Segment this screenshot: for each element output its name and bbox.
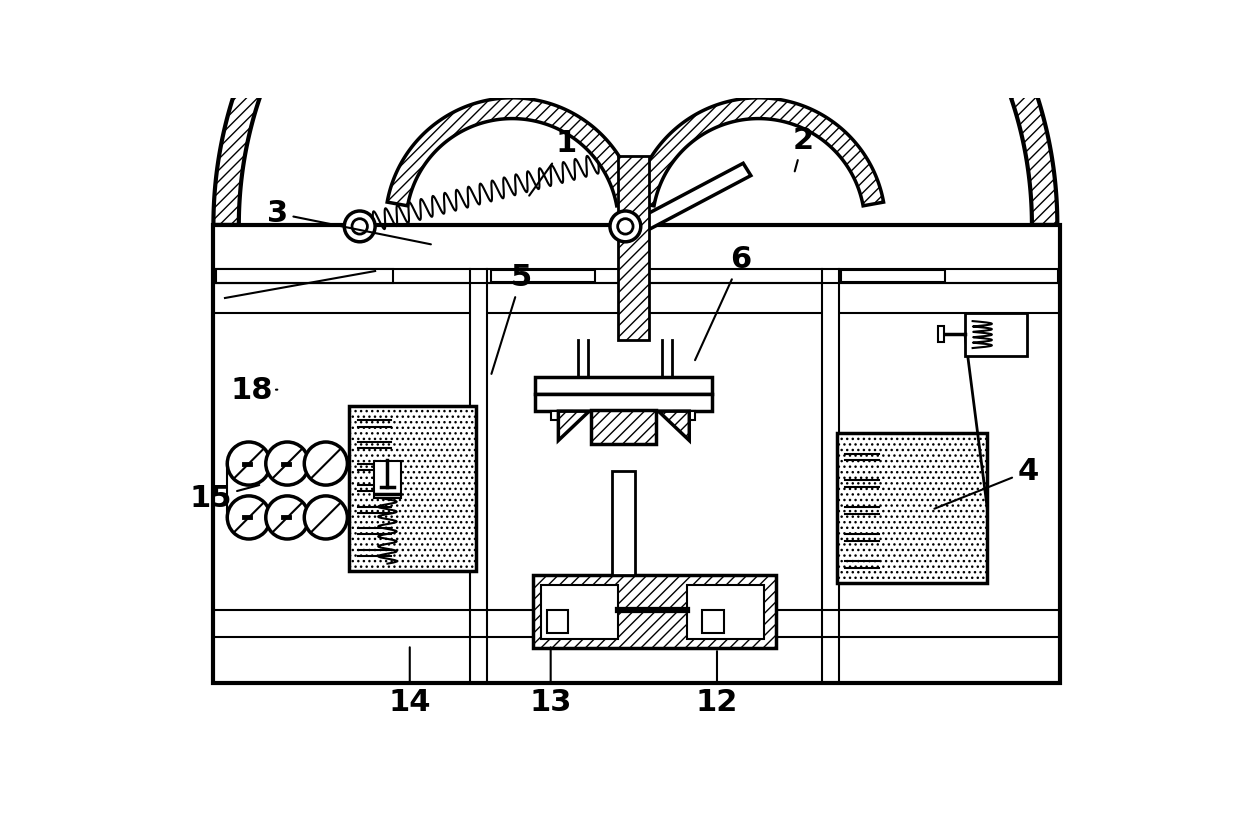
Circle shape [227, 442, 270, 485]
Text: 4: 4 [934, 456, 1038, 509]
Bar [533, 575, 776, 649]
Bar [491, 270, 595, 282]
Circle shape [305, 496, 347, 539]
Bar [546, 610, 569, 633]
Bar [216, 269, 1058, 283]
Text: 3: 3 [266, 199, 431, 244]
Bar [535, 377, 712, 394]
Bar [213, 225, 1061, 683]
Polygon shape [658, 412, 689, 440]
Circle shape [227, 496, 270, 539]
Bar [550, 412, 572, 421]
Text: 12: 12 [696, 651, 738, 716]
Text: 5: 5 [492, 262, 532, 374]
Circle shape [344, 211, 375, 242]
Bar [674, 412, 695, 421]
Circle shape [305, 442, 347, 485]
Polygon shape [633, 98, 883, 206]
Text: 6: 6 [695, 245, 752, 360]
Bar [612, 471, 636, 575]
Bar [216, 269, 393, 283]
Text: 2: 2 [793, 126, 814, 171]
Text: 18: 18 [230, 376, 278, 405]
Bar [618, 156, 649, 341]
Bar [591, 410, 657, 444]
Text: 13: 13 [529, 647, 572, 716]
Bar [540, 585, 618, 639]
Bar [535, 394, 712, 412]
Bar [965, 314, 1027, 356]
Text: 1: 1 [529, 130, 576, 196]
Circle shape [352, 218, 368, 234]
Circle shape [266, 496, 309, 539]
Bar [838, 433, 987, 583]
Bar [686, 585, 764, 639]
Polygon shape [387, 98, 637, 206]
Polygon shape [623, 163, 751, 239]
Bar [349, 406, 476, 571]
Circle shape [618, 218, 633, 234]
Circle shape [610, 211, 641, 242]
Polygon shape [213, 0, 1057, 225]
Text: 15: 15 [190, 483, 259, 513]
Bar [374, 461, 401, 498]
Circle shape [266, 442, 309, 485]
Bar [938, 327, 944, 341]
Bar [841, 270, 945, 282]
Polygon shape [559, 412, 590, 440]
Bar [703, 610, 724, 633]
Text: 14: 14 [389, 647, 431, 716]
